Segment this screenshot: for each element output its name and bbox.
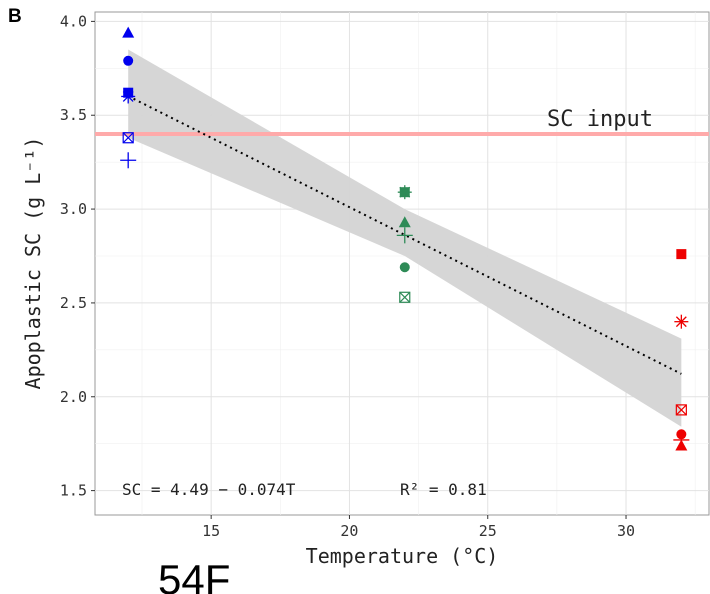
point-blue-plus — [120, 152, 137, 169]
footer-label: 54F — [158, 556, 230, 594]
point-red-triangle — [675, 439, 688, 451]
reference-line-label: SC input — [547, 107, 653, 132]
point-red-square — [676, 249, 687, 260]
point-red-boxed-x — [675, 404, 687, 416]
y-axis-title: Apoplastic SC (g L⁻¹) — [21, 137, 45, 390]
point-blue-triangle — [122, 26, 135, 38]
y-tick-label: 2.5 — [60, 294, 87, 312]
x-tick-label: 25 — [479, 522, 497, 540]
point-green-boxed-x — [399, 291, 411, 303]
y-tick-label: 4.0 — [60, 12, 87, 30]
x-tick-label: 20 — [340, 522, 358, 540]
y-tick-label: 3.5 — [60, 106, 87, 124]
y-tick-label: 3.0 — [60, 200, 87, 218]
point-green-triangle — [398, 216, 411, 228]
point-blue-asterisk — [121, 89, 136, 104]
r-squared-label: R² = 0.81 — [400, 480, 487, 499]
y-tick-label: 2.0 — [60, 388, 87, 406]
point-green-plus — [396, 227, 413, 244]
x-axis-title: Temperature (°C) — [306, 544, 499, 568]
panel-label: B — [8, 6, 22, 27]
point-blue-boxed-x — [122, 132, 134, 144]
point-red-asterisk — [674, 314, 689, 329]
x-tick-label: 30 — [617, 522, 635, 540]
x-axis-ticks: 15 20 25 30 — [202, 515, 635, 540]
x-tick-label: 15 — [202, 522, 220, 540]
point-green-asterisk — [397, 185, 412, 200]
regression-line — [127, 95, 682, 375]
regression-line-layer — [127, 95, 682, 375]
point-green-circle — [399, 262, 410, 273]
regression-equation: SC = 4.49 − 0.074T — [122, 480, 296, 499]
data-points — [120, 26, 690, 451]
y-tick-label: 1.5 — [60, 482, 87, 500]
point-blue-circle — [123, 55, 134, 66]
y-axis-ticks: 1.5 2.0 2.5 3.0 3.5 4.0 — [60, 12, 95, 500]
